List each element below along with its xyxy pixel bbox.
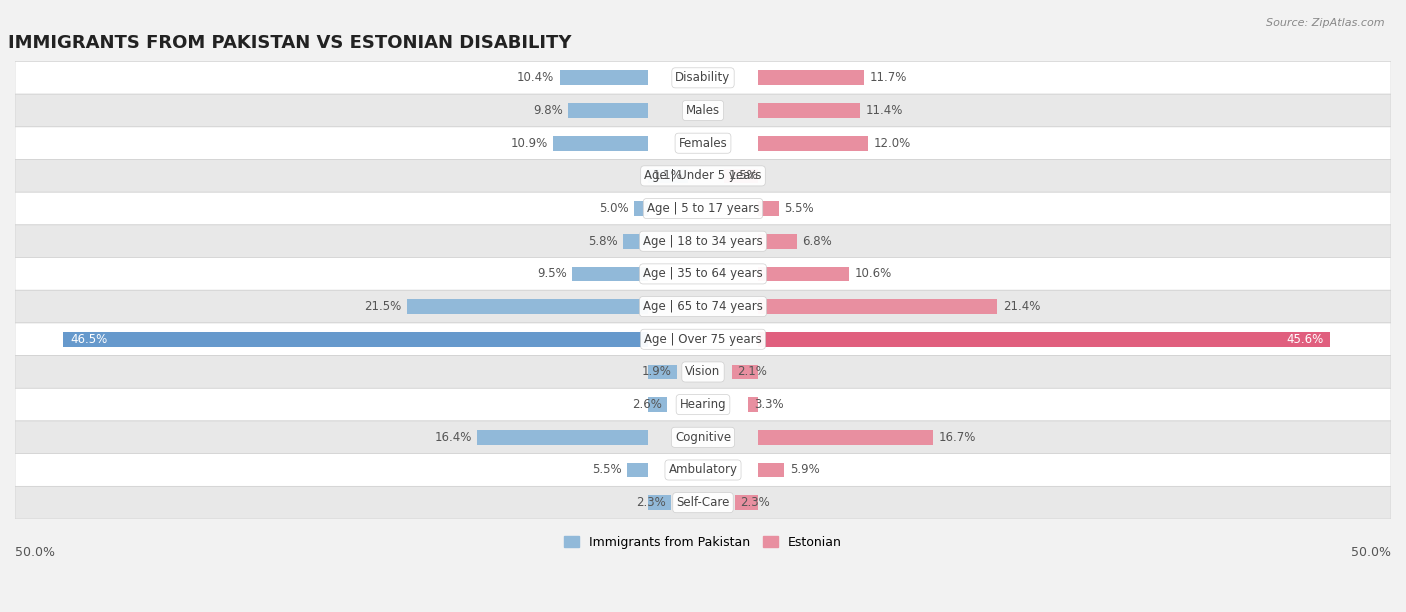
Text: 50.0%: 50.0% xyxy=(1351,547,1391,559)
Bar xyxy=(758,430,932,445)
Text: Age | 5 to 17 years: Age | 5 to 17 years xyxy=(647,202,759,215)
Text: 1.5%: 1.5% xyxy=(730,170,759,182)
FancyBboxPatch shape xyxy=(15,127,1391,160)
Text: 11.7%: 11.7% xyxy=(869,72,907,84)
Text: 10.6%: 10.6% xyxy=(855,267,891,280)
Bar xyxy=(724,168,758,183)
Text: IMMIGRANTS FROM PAKISTAN VS ESTONIAN DISABILITY: IMMIGRANTS FROM PAKISTAN VS ESTONIAN DIS… xyxy=(8,34,572,52)
Bar xyxy=(408,299,648,314)
Text: 9.5%: 9.5% xyxy=(537,267,567,280)
Text: Hearing: Hearing xyxy=(679,398,727,411)
Bar xyxy=(748,397,758,412)
Bar xyxy=(477,430,648,445)
Bar xyxy=(63,332,648,346)
Bar xyxy=(758,234,797,248)
Text: 10.9%: 10.9% xyxy=(510,136,547,150)
Text: Ambulatory: Ambulatory xyxy=(668,463,738,477)
Bar xyxy=(758,70,865,85)
Bar xyxy=(623,234,648,248)
Text: 46.5%: 46.5% xyxy=(70,333,107,346)
Text: 45.6%: 45.6% xyxy=(1286,333,1323,346)
Bar xyxy=(733,365,758,379)
Bar xyxy=(648,397,668,412)
FancyBboxPatch shape xyxy=(15,192,1391,225)
Bar xyxy=(634,201,648,216)
Text: 10.4%: 10.4% xyxy=(517,72,554,84)
FancyBboxPatch shape xyxy=(15,290,1391,323)
Bar xyxy=(758,332,1330,346)
Text: 21.4%: 21.4% xyxy=(1002,300,1040,313)
Bar xyxy=(758,103,860,118)
Bar xyxy=(758,201,779,216)
Text: Age | 65 to 74 years: Age | 65 to 74 years xyxy=(643,300,763,313)
FancyBboxPatch shape xyxy=(15,323,1391,356)
Text: 1.1%: 1.1% xyxy=(652,170,682,182)
FancyBboxPatch shape xyxy=(15,258,1391,290)
Bar xyxy=(735,495,758,510)
Bar xyxy=(560,70,648,85)
Text: 2.1%: 2.1% xyxy=(737,365,768,378)
Bar xyxy=(568,103,648,118)
Text: 16.4%: 16.4% xyxy=(434,431,472,444)
FancyBboxPatch shape xyxy=(15,61,1391,94)
Text: 5.5%: 5.5% xyxy=(785,202,814,215)
Text: 16.7%: 16.7% xyxy=(938,431,976,444)
FancyBboxPatch shape xyxy=(15,487,1391,519)
Text: 21.5%: 21.5% xyxy=(364,300,402,313)
Bar xyxy=(553,136,648,151)
Text: 2.3%: 2.3% xyxy=(636,496,666,509)
Bar xyxy=(572,267,648,282)
Text: Source: ZipAtlas.com: Source: ZipAtlas.com xyxy=(1267,18,1385,28)
FancyBboxPatch shape xyxy=(15,356,1391,388)
Text: 50.0%: 50.0% xyxy=(15,547,55,559)
Text: Females: Females xyxy=(679,136,727,150)
Text: Cognitive: Cognitive xyxy=(675,431,731,444)
FancyBboxPatch shape xyxy=(15,160,1391,192)
FancyBboxPatch shape xyxy=(15,453,1391,487)
Bar xyxy=(648,365,676,379)
Bar xyxy=(758,299,997,314)
Bar xyxy=(758,463,785,477)
Text: 5.0%: 5.0% xyxy=(599,202,628,215)
Text: 5.9%: 5.9% xyxy=(790,463,820,477)
Bar xyxy=(758,136,868,151)
Text: Age | 18 to 34 years: Age | 18 to 34 years xyxy=(643,235,763,248)
Text: 11.4%: 11.4% xyxy=(865,104,903,117)
Text: Age | Under 5 years: Age | Under 5 years xyxy=(644,170,762,182)
Bar xyxy=(627,463,648,477)
Text: Age | Over 75 years: Age | Over 75 years xyxy=(644,333,762,346)
FancyBboxPatch shape xyxy=(15,388,1391,421)
Text: Self-Care: Self-Care xyxy=(676,496,730,509)
Legend: Immigrants from Pakistan, Estonian: Immigrants from Pakistan, Estonian xyxy=(560,531,846,554)
FancyBboxPatch shape xyxy=(15,225,1391,258)
Text: 5.8%: 5.8% xyxy=(588,235,617,248)
Bar xyxy=(648,168,688,183)
FancyBboxPatch shape xyxy=(15,421,1391,453)
Text: Vision: Vision xyxy=(685,365,721,378)
Text: 2.6%: 2.6% xyxy=(631,398,662,411)
Text: Age | 35 to 64 years: Age | 35 to 64 years xyxy=(643,267,763,280)
Text: 3.3%: 3.3% xyxy=(754,398,783,411)
Text: 2.3%: 2.3% xyxy=(740,496,770,509)
Text: 6.8%: 6.8% xyxy=(801,235,832,248)
FancyBboxPatch shape xyxy=(15,94,1391,127)
Text: 12.0%: 12.0% xyxy=(873,136,911,150)
Text: Disability: Disability xyxy=(675,72,731,84)
Bar xyxy=(648,495,671,510)
Bar xyxy=(758,267,849,282)
Text: 1.9%: 1.9% xyxy=(641,365,671,378)
Text: 9.8%: 9.8% xyxy=(533,104,562,117)
Text: 5.5%: 5.5% xyxy=(592,463,621,477)
Text: Males: Males xyxy=(686,104,720,117)
